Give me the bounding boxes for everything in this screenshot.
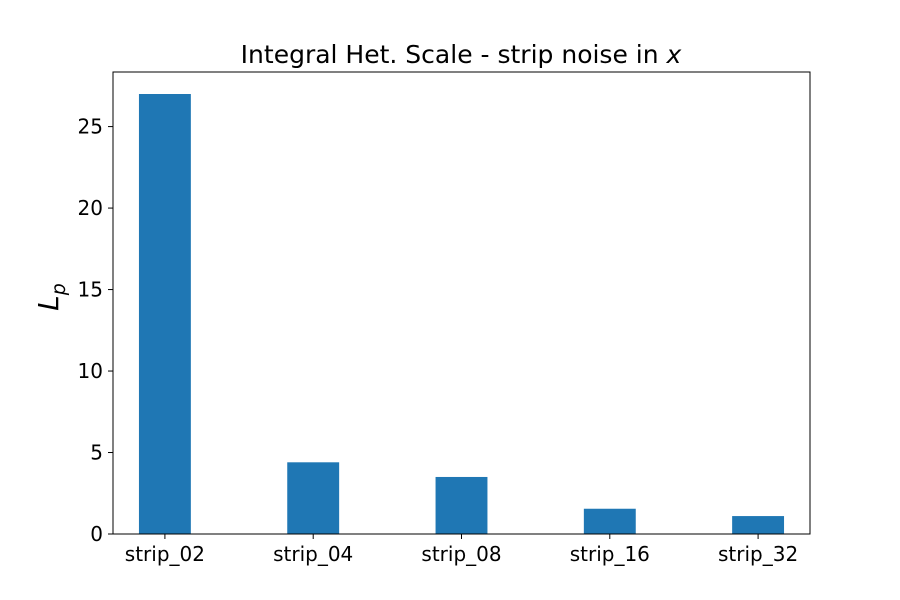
chart-title: Integral Het. Scale - strip noise in x bbox=[241, 40, 682, 69]
y-axis-label: Lp bbox=[32, 283, 70, 311]
bar-strip_04 bbox=[287, 462, 340, 534]
x-ticks: strip_02 strip_04 strip_08 strip_16 strip_32 bbox=[125, 534, 798, 566]
bars-group bbox=[138, 94, 785, 534]
bar-strip_16 bbox=[583, 508, 636, 534]
bar-strip_08 bbox=[435, 476, 488, 534]
x-tick-label: strip_16 bbox=[570, 542, 650, 566]
x-tick-label: strip_32 bbox=[718, 542, 798, 566]
y-tick-label: 20 bbox=[78, 196, 103, 220]
y-tick-label: 10 bbox=[78, 359, 103, 383]
y-tick-label: 15 bbox=[78, 278, 103, 302]
bar-strip_32 bbox=[732, 516, 785, 534]
y-tick-label: 5 bbox=[90, 441, 103, 465]
plot-frame bbox=[112, 71, 811, 535]
x-tick-label: strip_04 bbox=[273, 542, 353, 566]
bar-strip_02 bbox=[138, 94, 191, 534]
y-ticks: 0 5 10 15 20 25 bbox=[78, 115, 113, 546]
x-tick-label: strip_08 bbox=[421, 542, 501, 566]
y-tick-label: 25 bbox=[78, 115, 103, 139]
y-tick-label: 0 bbox=[90, 522, 103, 546]
x-tick-label: strip_02 bbox=[125, 542, 205, 566]
